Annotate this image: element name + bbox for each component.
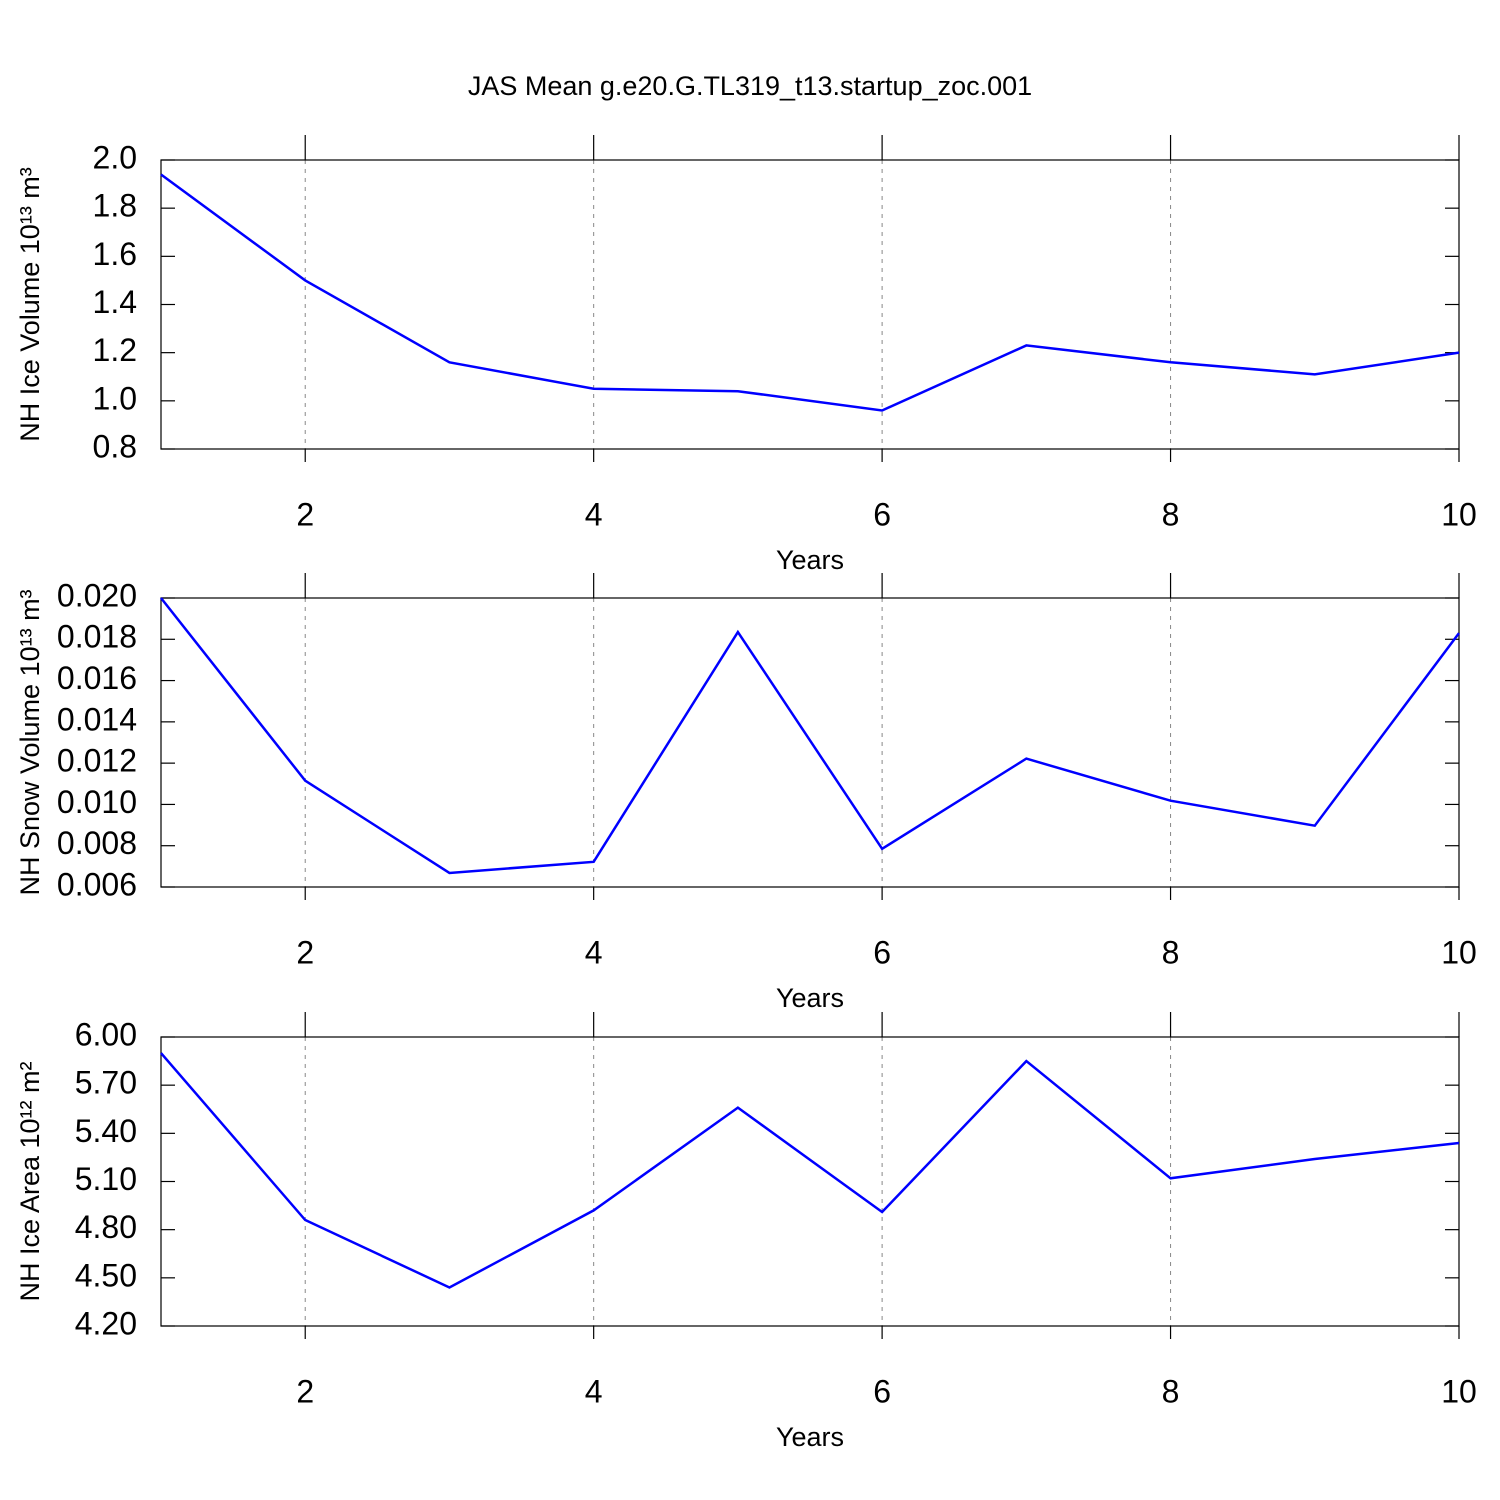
y-tick-label: 4.50 bbox=[75, 1257, 137, 1293]
x-tick-label: 4 bbox=[585, 934, 603, 970]
y-axis-label: NH Ice Volume 10¹³ m³ bbox=[15, 167, 45, 442]
x-tick-label: 6 bbox=[873, 934, 891, 970]
y-tick-label: 0.016 bbox=[57, 660, 137, 696]
x-tick-label: 2 bbox=[296, 1373, 314, 1409]
x-tick-label: 2 bbox=[296, 496, 314, 532]
data-line bbox=[160, 597, 1461, 875]
y-tick-label: 0.020 bbox=[57, 577, 137, 613]
y-tick-label: 1.0 bbox=[93, 380, 137, 416]
x-tick-label: 2 bbox=[296, 934, 314, 970]
y-tick-label: 0.008 bbox=[57, 825, 137, 861]
plot-frame bbox=[160, 159, 1460, 450]
x-tick-label: 8 bbox=[1162, 496, 1180, 532]
data-line bbox=[160, 1052, 1460, 1289]
y-tick-label: 1.4 bbox=[93, 284, 137, 320]
y-tick-label: 4.20 bbox=[75, 1305, 137, 1341]
x-tick-label: 6 bbox=[873, 1373, 891, 1409]
plot-frame bbox=[160, 597, 1460, 888]
x-tick-label: 10 bbox=[1441, 496, 1477, 532]
x-tick-label: 8 bbox=[1162, 1373, 1180, 1409]
y-tick-label: 1.2 bbox=[93, 332, 137, 368]
x-tick-label: 10 bbox=[1441, 934, 1477, 970]
y-tick-label: 1.8 bbox=[93, 188, 137, 224]
x-tick-label: 4 bbox=[585, 1373, 603, 1409]
x-tick-label: 10 bbox=[1441, 1373, 1477, 1409]
y-tick-label: 0.014 bbox=[57, 701, 137, 737]
x-tick-label: 6 bbox=[873, 496, 891, 532]
plot-frame bbox=[160, 1036, 1460, 1327]
x-axis-label: Years bbox=[776, 1422, 844, 1452]
x-tick-label: 8 bbox=[1162, 934, 1180, 970]
y-tick-label: 0.018 bbox=[57, 619, 137, 655]
x-tick-label: 4 bbox=[585, 496, 603, 532]
y-tick-label: 4.80 bbox=[75, 1209, 137, 1245]
y-tick-label: 5.10 bbox=[75, 1161, 137, 1197]
x-axis-label: Years bbox=[776, 983, 844, 1013]
y-tick-label: 1.6 bbox=[93, 236, 137, 272]
x-axis-label: Years bbox=[776, 545, 844, 575]
y-axis-label: NH Ice Area 10¹² m² bbox=[15, 1061, 45, 1301]
y-tick-label: 2.0 bbox=[93, 139, 137, 175]
chart-title: JAS Mean g.e20.G.TL319_t13.startup_zoc.0… bbox=[468, 71, 1032, 101]
y-tick-label: 0.012 bbox=[57, 743, 137, 779]
y-tick-label: 0.8 bbox=[93, 428, 137, 464]
y-tick-label: 5.40 bbox=[75, 1113, 137, 1149]
data-line bbox=[160, 173, 1460, 412]
y-axis-label: NH Snow Volume 10¹³ m³ bbox=[15, 589, 45, 895]
y-tick-label: 5.70 bbox=[75, 1065, 137, 1101]
y-tick-label: 0.006 bbox=[57, 866, 137, 902]
y-tick-label: 6.00 bbox=[75, 1016, 137, 1052]
y-tick-label: 0.010 bbox=[57, 784, 137, 820]
